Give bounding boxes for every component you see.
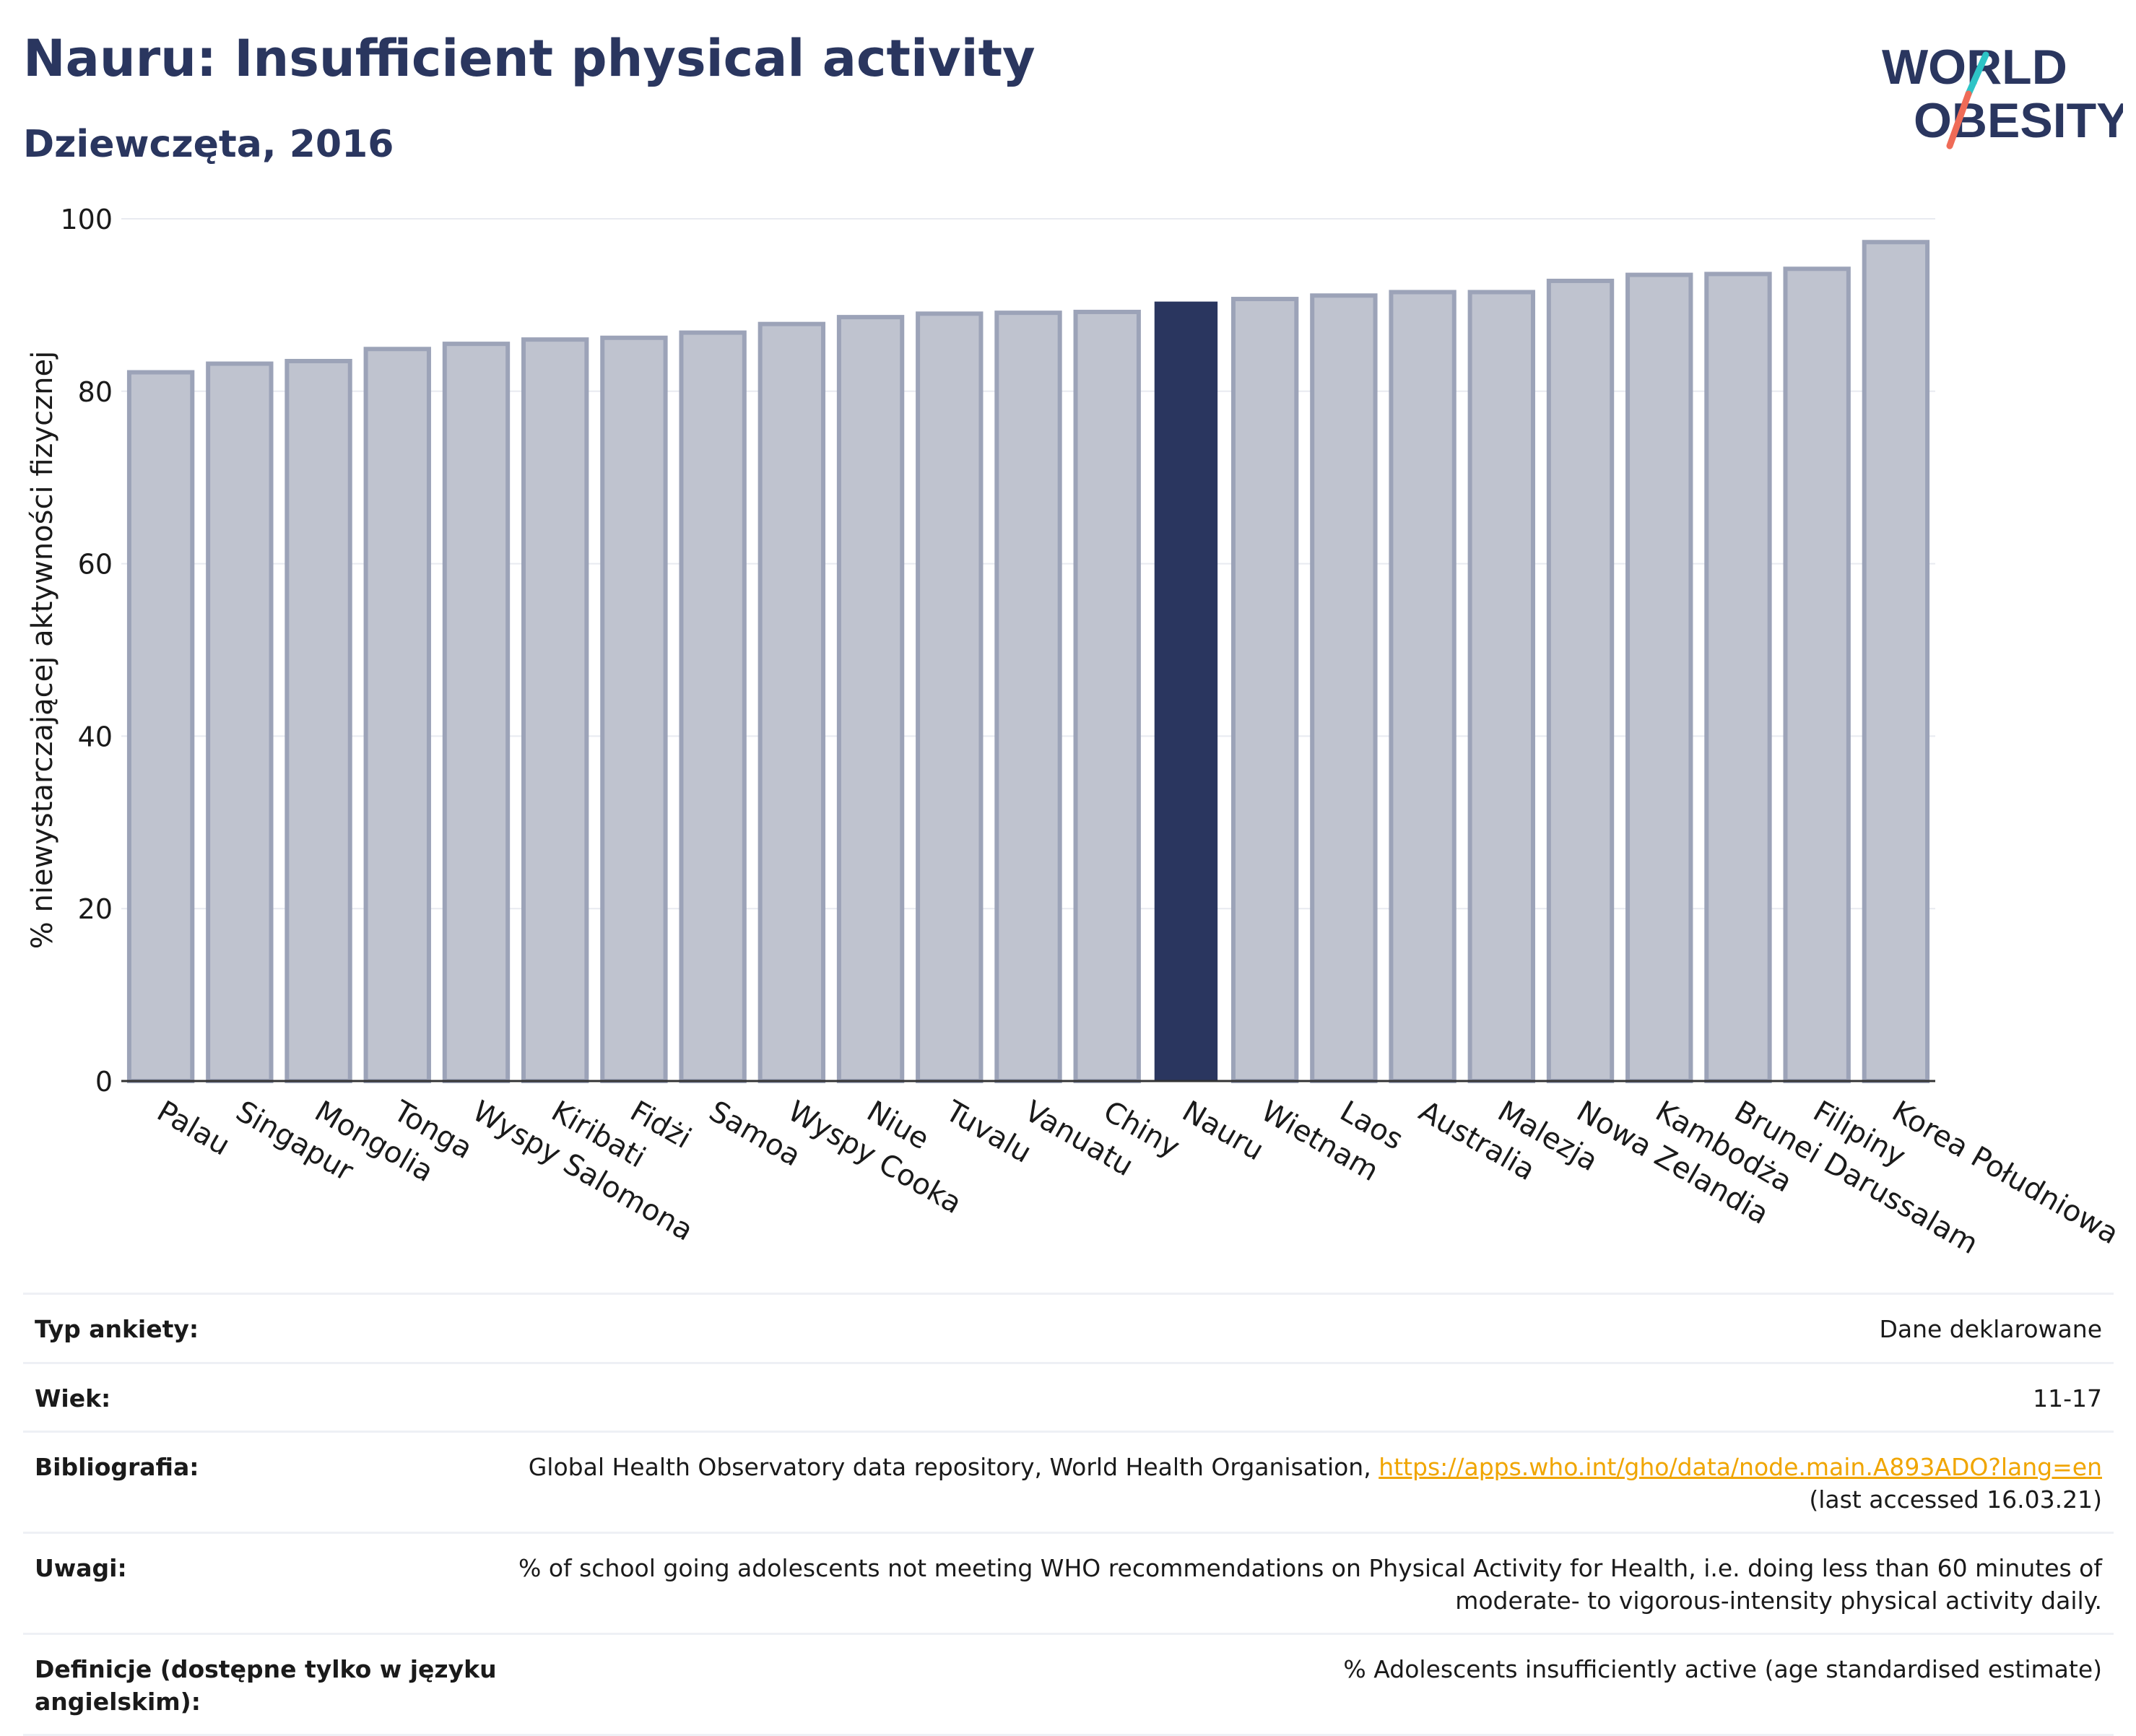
logo-accent-coral (1946, 90, 1972, 149)
bar-wietnam (1230, 297, 1299, 1083)
metadata-table: Typ ankiety: Dane deklarowane Wiek: 11-17 Bi… (23, 1293, 2114, 1736)
y-tick-label: 100 (60, 204, 113, 235)
bar-fidżi (600, 335, 668, 1084)
y-axis-label: % niewystarczającej aktywności fizycznej (26, 351, 59, 950)
x-tick-label: Palau (152, 1095, 235, 1163)
y-tick-label: 60 (78, 549, 113, 581)
meta-value-text: % of school going adolescents not meetin… (518, 1554, 2102, 1583)
logo-line2: OBESITY (1914, 93, 2123, 148)
meta-value: Dane deklarowane (504, 1294, 2114, 1363)
y-tick-label: 20 (78, 893, 113, 925)
bar-kambodża (1625, 272, 1693, 1083)
y-tick-label: 40 (78, 721, 113, 752)
bar-filipiny (1783, 266, 1851, 1084)
bar-tuvalu (916, 311, 984, 1084)
bar-singapur (206, 361, 274, 1084)
bar-chart: 0 20 40 60 80 100 PalauSingapurMongoliaTongaW… (26, 204, 2124, 1261)
bar-nowa-zelandia (1546, 278, 1615, 1083)
y-axis-ticks: 0 20 40 60 80 100 (60, 204, 113, 1098)
bar-malezja (1467, 290, 1535, 1083)
y-tick-label: 80 (78, 376, 113, 408)
logo-accent-teal (1965, 51, 1989, 97)
meta-value-text-2: moderate- to vigorous-intensity physical… (1455, 1586, 2102, 1615)
meta-row: Definicje (dostępne tylko w języku angie… (23, 1633, 2114, 1735)
bar-chiny (1073, 309, 1141, 1083)
meta-value-text: % Adolescents insufficiently active (age… (1343, 1655, 2102, 1684)
bars (126, 240, 1930, 1084)
bar-niue (836, 315, 905, 1084)
bar-nauru (1154, 301, 1218, 1081)
bar-kiribati (521, 337, 589, 1083)
world-obesity-logo: WORLD OBESITY (1882, 40, 2123, 149)
bar-laos (1310, 293, 1378, 1083)
bar-tonga (363, 347, 431, 1083)
meta-value-text: 11-17 (2033, 1384, 2102, 1412)
source-link[interactable]: https://apps.who.int/gho/data/node.main.… (1379, 1453, 2102, 1482)
bar-wyspy-salomona (442, 342, 511, 1083)
meta-label: Typ ankiety: (35, 1315, 199, 1343)
bar-vanuatu (994, 311, 1062, 1083)
meta-value: % Adolescents insufficiently active (age… (504, 1634, 2114, 1735)
x-tick-label: Samoa (703, 1095, 806, 1173)
bar-wyspy-cooka (757, 321, 826, 1084)
meta-row: Typ ankiety: Dane deklarowane (23, 1293, 2114, 1363)
page-subtitle: Dziewczęta, 2016 (23, 123, 394, 166)
x-tick-label: Nauru (1176, 1095, 1269, 1168)
page-title: Nauru: Insufficient physical activity (23, 29, 1036, 88)
meta-value-text-2: (last accessed 16.03.21) (1809, 1485, 2102, 1514)
bar-korea-południowa (1862, 240, 1930, 1083)
x-tick-label: Tuvalu (939, 1094, 1037, 1170)
meta-value-text: Dane deklarowane (1879, 1315, 2102, 1343)
meta-row: Uwagi: % of school going adolescents not … (23, 1532, 2114, 1634)
meta-label: Bibliografia: (35, 1453, 199, 1482)
meta-label: Definicje (dostępne tylko w języku angie… (35, 1655, 497, 1716)
meta-row: Bibliografia: Global Health Observatory d… (23, 1431, 2114, 1533)
meta-value: Global Health Observatory data repositor… (504, 1432, 2114, 1533)
meta-value: % of school going adolescents not meetin… (504, 1533, 2114, 1634)
bar-australia (1389, 290, 1456, 1083)
bar-palau (126, 370, 195, 1083)
meta-value: 11-17 (504, 1363, 2114, 1432)
bar-samoa (679, 330, 747, 1083)
meta-value-text: Global Health Observatory data repositor… (528, 1453, 1379, 1482)
meta-label: Wiek: (35, 1384, 111, 1412)
meta-row: Wiek: 11-17 (23, 1363, 2114, 1432)
y-tick-label: 0 (95, 1066, 113, 1098)
meta-label: Uwagi: (35, 1554, 127, 1583)
bar-mongolia (285, 359, 352, 1083)
bar-brunei-darussalam (1704, 272, 1772, 1083)
